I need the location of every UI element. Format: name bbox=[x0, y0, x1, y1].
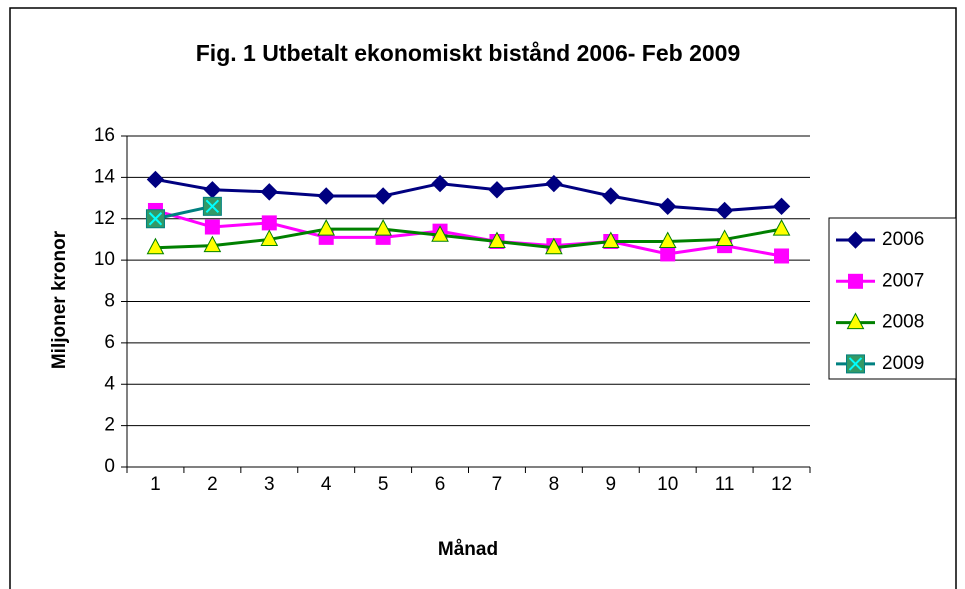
marker bbox=[374, 187, 392, 205]
marker bbox=[848, 273, 863, 289]
marker-part bbox=[848, 357, 863, 371]
marker-part bbox=[148, 212, 163, 226]
x-tick-label: 4 bbox=[321, 474, 332, 495]
marker bbox=[203, 235, 222, 253]
chart-title: Fig. 1 Utbetalt ekonomiskt bistånd 2006-… bbox=[196, 40, 741, 66]
marker bbox=[601, 231, 620, 249]
x-tick-label: 2 bbox=[207, 474, 218, 495]
series-line bbox=[155, 177, 782, 212]
y-tick-label: 10 bbox=[94, 249, 115, 270]
marker-part bbox=[205, 199, 220, 214]
marker bbox=[774, 248, 790, 264]
marker bbox=[602, 187, 620, 205]
x-tick-label: 11 bbox=[715, 474, 735, 495]
y-axis-label: Miljoner kronor bbox=[49, 230, 70, 369]
legend-label: 2006 bbox=[882, 229, 924, 250]
marker bbox=[431, 174, 449, 193]
chart-border bbox=[9, 7, 957, 589]
x-tick-label: 6 bbox=[435, 474, 446, 495]
marker bbox=[715, 229, 734, 246]
x-tick-label: 7 bbox=[492, 474, 503, 495]
marker bbox=[261, 215, 277, 231]
y-tick-label: 8 bbox=[104, 291, 115, 312]
marker bbox=[772, 219, 791, 236]
marker bbox=[846, 231, 865, 249]
series-line bbox=[155, 209, 782, 258]
legend-label: 2009 bbox=[882, 353, 924, 374]
legend-label: 2008 bbox=[882, 312, 924, 333]
marker bbox=[317, 219, 336, 236]
marker bbox=[374, 219, 392, 236]
marker bbox=[431, 225, 449, 242]
x-tick-label: 8 bbox=[549, 474, 560, 495]
x-tick-label: 9 bbox=[606, 474, 617, 495]
marker bbox=[488, 181, 506, 199]
marker bbox=[145, 209, 165, 229]
x-tick-label: 3 bbox=[264, 474, 275, 495]
y-tick-label: 2 bbox=[104, 415, 115, 436]
x-tick-label: 1 bbox=[150, 474, 161, 495]
marker bbox=[772, 197, 791, 216]
marker bbox=[146, 170, 165, 189]
x-tick-label: 5 bbox=[378, 474, 389, 495]
marker bbox=[846, 312, 865, 330]
marker bbox=[488, 231, 506, 249]
x-tick-label: 12 bbox=[771, 474, 792, 495]
marker bbox=[146, 237, 165, 255]
y-tick-label: 12 bbox=[94, 208, 115, 229]
marker bbox=[260, 183, 278, 201]
marker bbox=[317, 187, 335, 205]
y-tick-label: 6 bbox=[104, 332, 115, 353]
marker bbox=[659, 197, 677, 216]
marker bbox=[260, 229, 279, 246]
marker bbox=[846, 354, 865, 374]
y-tick-label: 16 bbox=[94, 125, 115, 146]
marker bbox=[660, 246, 676, 262]
marker bbox=[545, 237, 563, 255]
y-tick-label: 14 bbox=[94, 166, 116, 187]
marker bbox=[715, 201, 734, 220]
marker bbox=[545, 174, 563, 193]
x-tick-label: 10 bbox=[657, 474, 678, 495]
marker bbox=[202, 196, 222, 216]
y-tick-label: 0 bbox=[104, 456, 115, 477]
legend-label: 2007 bbox=[882, 270, 924, 291]
marker bbox=[658, 231, 677, 249]
series-line bbox=[155, 227, 782, 250]
x-axis-label: Månad bbox=[438, 539, 498, 560]
legend-box bbox=[828, 217, 957, 380]
y-tick-label: 4 bbox=[104, 373, 115, 394]
marker bbox=[204, 219, 220, 235]
